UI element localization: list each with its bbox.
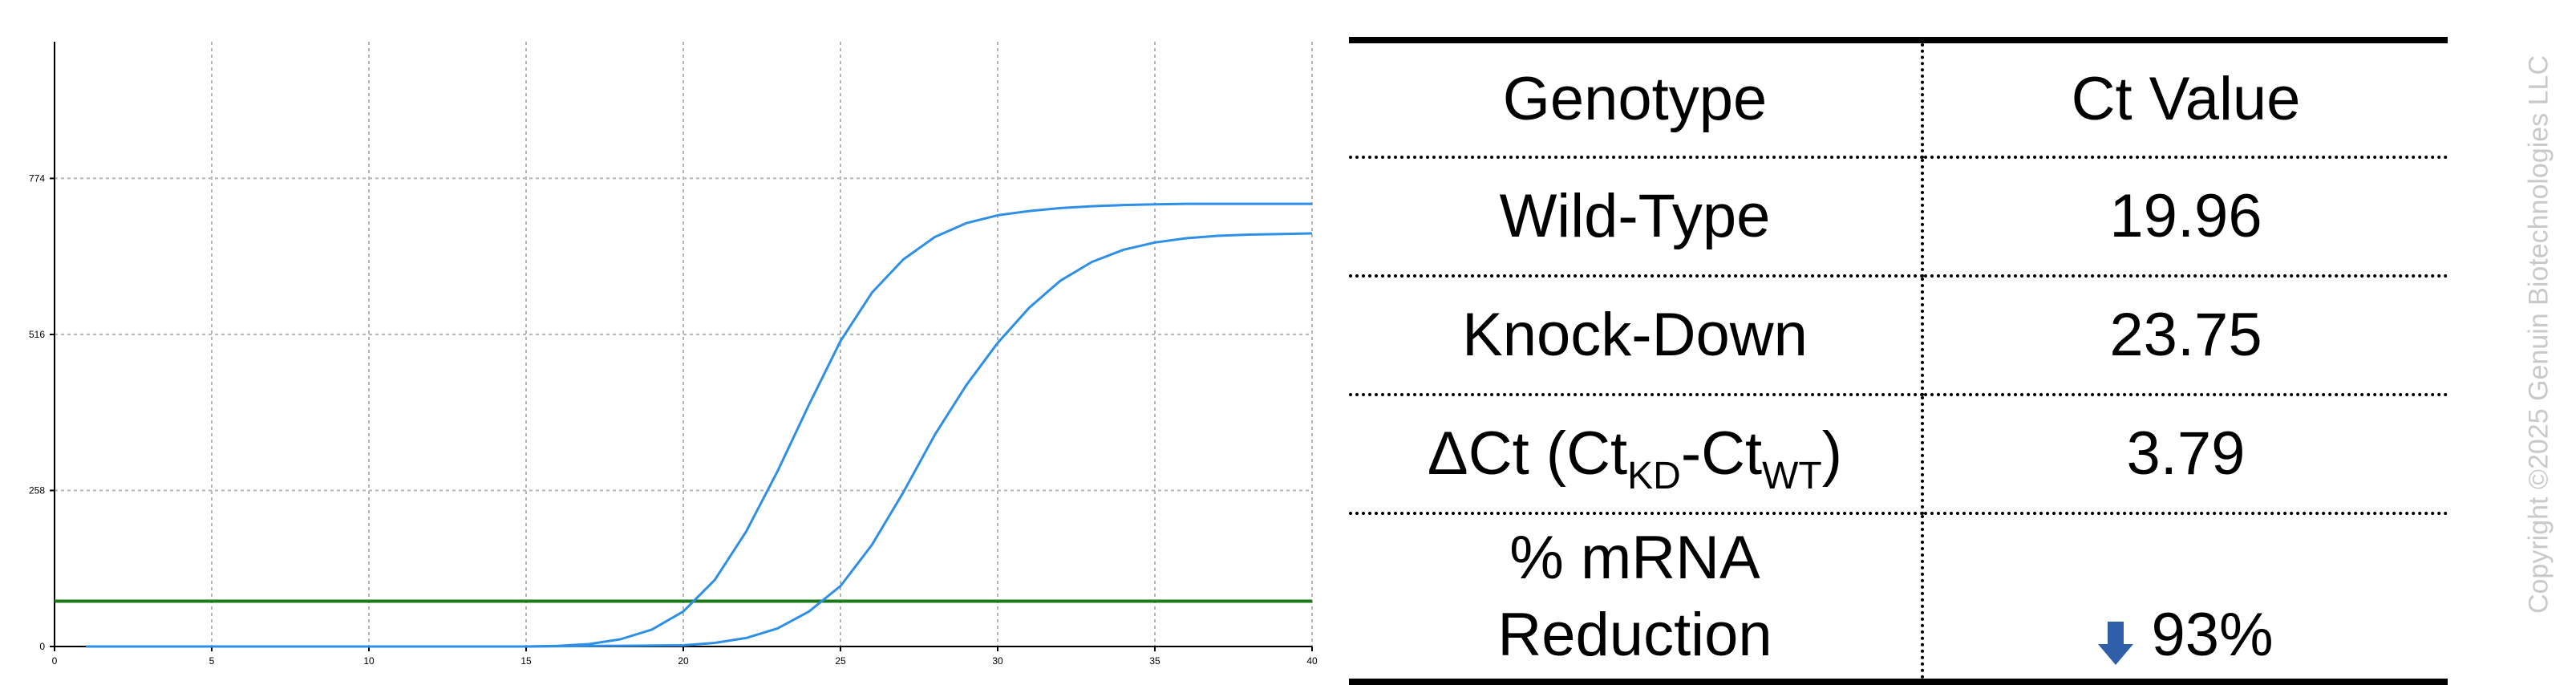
delta-sub-wt: WT	[1762, 455, 1822, 497]
row-label: Knock-Down	[1349, 276, 1924, 396]
chart-axes	[50, 42, 1313, 651]
table-row: Wild-Type 19.96	[1349, 157, 2448, 278]
x-tick-label: 20	[678, 655, 689, 667]
x-tick-label: 0	[52, 655, 58, 667]
delta-prefix: ΔCt (Ct	[1427, 420, 1628, 488]
row-value: 19.96	[1922, 157, 2448, 278]
y-tick-label: 0	[39, 641, 45, 652]
x-tick-label: 5	[209, 655, 215, 667]
reduction-line-1: % mRNA	[1509, 524, 1760, 592]
ct-value-table: Genotype Ct Value Wild-Type 19.96 Knock-…	[1349, 37, 2448, 685]
y-tick-label: 258	[29, 484, 45, 496]
x-tick-label: 25	[835, 655, 846, 667]
row-value: 23.75	[1922, 276, 2448, 396]
down-arrow-icon	[2098, 622, 2134, 665]
row-label: Wild-Type	[1349, 157, 1924, 278]
x-tick-label: 15	[520, 655, 532, 667]
grid-lines	[55, 42, 1313, 646]
header-genotype: Genotype	[1349, 37, 1924, 159]
amplification-curves	[86, 202, 1313, 648]
x-tick-label: 10	[363, 655, 375, 667]
y-tick-label: 516	[29, 329, 45, 340]
delta-ct-value: 3.79	[1922, 395, 2448, 515]
x-tick-label: 30	[992, 655, 1003, 667]
delta-mid: -Ct	[1680, 420, 1763, 488]
delta-ct-label: ΔCt (CtKD-CtWT)	[1349, 395, 1924, 515]
reduction-label: % mRNA Reduction	[1349, 513, 1924, 685]
amplification-curve-2	[86, 232, 1313, 648]
reduction-value-cell: 93%	[1922, 513, 2448, 685]
reduction-line-2: Reduction	[1497, 601, 1772, 669]
x-tick-label: 35	[1149, 655, 1160, 667]
delta-ct-row: ΔCt (CtKD-CtWT) 3.79	[1349, 395, 2448, 515]
x-tick-label: 40	[1306, 655, 1318, 667]
table-header-row: Genotype Ct Value	[1349, 37, 2448, 159]
reduction-row: % mRNA Reduction 93%	[1349, 513, 2448, 685]
reduction-value: 93%	[2151, 601, 2274, 669]
delta-suffix: )	[1821, 420, 1843, 488]
table-row: Knock-Down 23.75	[1349, 276, 2448, 396]
amplification-chart: 0 5 10 15 20 25 30 35 40 0 258 516 774	[29, 42, 1318, 667]
y-tick-label: 774	[29, 172, 45, 184]
copyright-text: Copyright ©2025 Genuin Biotechnologies L…	[2523, 55, 2554, 614]
amplification-curve-1	[86, 202, 1312, 648]
tick-labels: 0 5 10 15 20 25 30 35 40 0 258 516 774	[29, 172, 1318, 667]
delta-sub-kd: KD	[1627, 455, 1681, 497]
header-ct-value: Ct Value	[1922, 37, 2448, 159]
